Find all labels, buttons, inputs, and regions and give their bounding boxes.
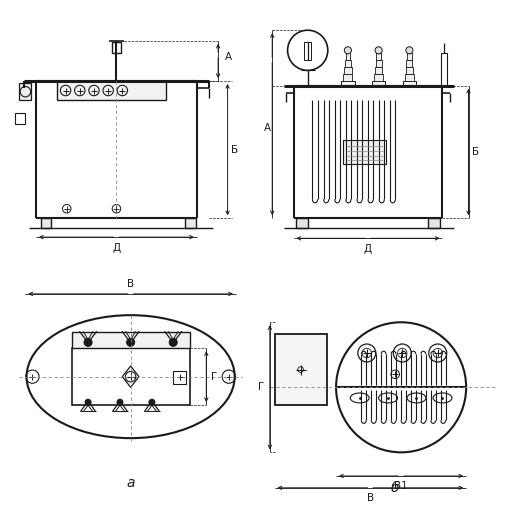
Bar bbox=[372, 81, 386, 86]
Bar bbox=[185, 218, 196, 228]
Bar bbox=[71, 332, 190, 348]
Bar bbox=[345, 60, 351, 67]
Circle shape bbox=[117, 399, 123, 406]
Bar bbox=[407, 53, 412, 60]
Bar bbox=[15, 113, 25, 124]
Bar bbox=[173, 371, 186, 384]
Bar bbox=[344, 67, 352, 74]
Text: В: В bbox=[127, 279, 134, 289]
Bar bbox=[406, 60, 412, 67]
Text: Д: Д bbox=[364, 244, 372, 254]
Bar bbox=[343, 140, 386, 164]
Bar bbox=[374, 74, 383, 81]
Bar bbox=[274, 334, 326, 405]
Circle shape bbox=[344, 47, 352, 54]
Bar bbox=[71, 348, 190, 405]
Text: Д: Д bbox=[113, 243, 120, 253]
Text: Б: Б bbox=[472, 147, 479, 157]
Bar bbox=[403, 81, 416, 86]
Text: Г: Г bbox=[259, 382, 265, 392]
Bar bbox=[343, 74, 353, 81]
Text: Б: Б bbox=[231, 144, 238, 155]
Text: В1: В1 bbox=[394, 481, 408, 491]
Bar bbox=[20, 83, 31, 100]
Bar bbox=[376, 60, 382, 67]
Bar bbox=[112, 42, 121, 53]
Text: А: А bbox=[225, 53, 232, 63]
Circle shape bbox=[149, 399, 155, 406]
Circle shape bbox=[126, 338, 135, 346]
Bar bbox=[304, 42, 311, 60]
Bar bbox=[58, 81, 166, 100]
Circle shape bbox=[84, 338, 92, 346]
Bar bbox=[296, 218, 308, 228]
Bar bbox=[428, 218, 440, 228]
Text: б: б bbox=[391, 481, 399, 495]
Bar bbox=[406, 67, 413, 74]
Bar bbox=[341, 81, 355, 86]
Bar bbox=[442, 53, 447, 86]
Bar bbox=[345, 53, 350, 60]
Bar bbox=[375, 67, 382, 74]
Circle shape bbox=[406, 47, 413, 54]
Circle shape bbox=[169, 338, 177, 346]
Circle shape bbox=[85, 399, 91, 406]
Circle shape bbox=[375, 47, 382, 54]
Bar bbox=[41, 218, 51, 228]
Text: В: В bbox=[367, 493, 374, 503]
Text: Г: Г bbox=[211, 372, 218, 382]
Text: а: а bbox=[126, 476, 135, 490]
Text: А: А bbox=[264, 123, 271, 133]
Bar bbox=[405, 74, 414, 81]
Bar bbox=[376, 53, 381, 60]
